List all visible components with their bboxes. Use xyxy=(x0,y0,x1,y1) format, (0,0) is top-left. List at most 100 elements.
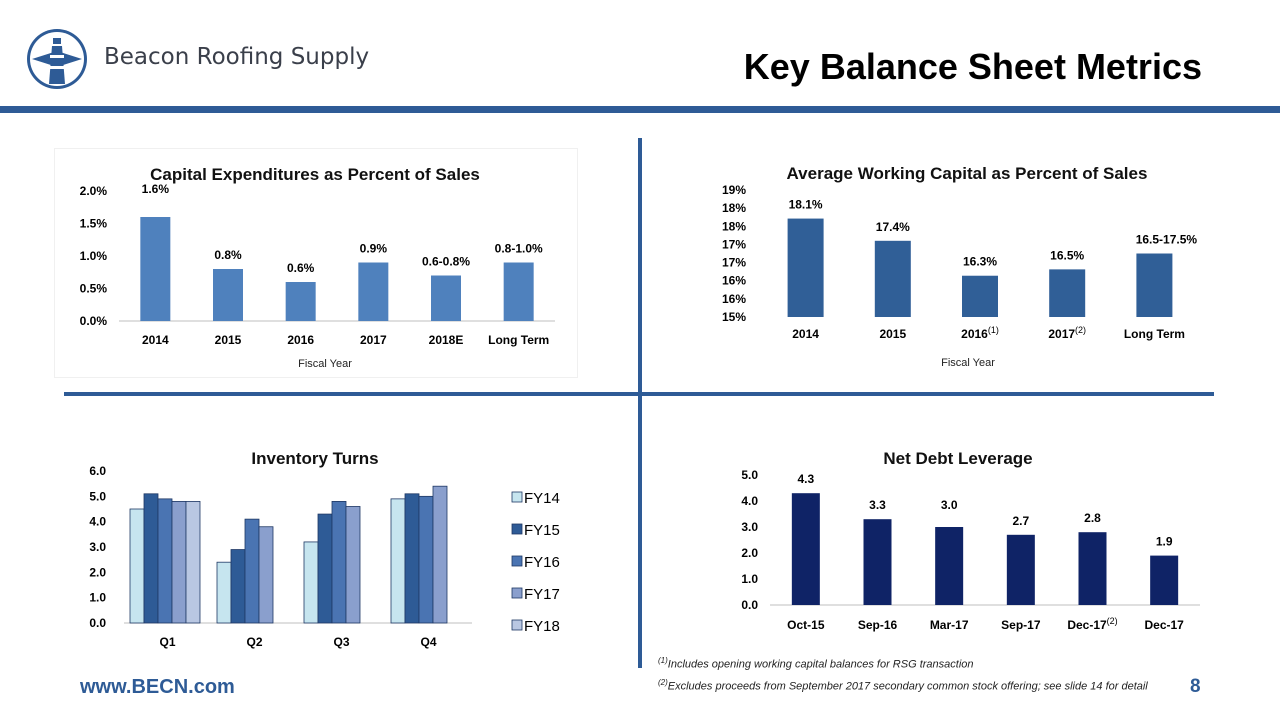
y-tick-label: 4.0 xyxy=(89,515,106,529)
bar xyxy=(1078,532,1107,605)
legend-label: FY17 xyxy=(524,586,560,603)
y-tick-label: 15% xyxy=(722,310,746,324)
y-tick-label: 2.0 xyxy=(741,546,758,560)
bar-fy16 xyxy=(418,495,434,624)
y-tick-label: 16% xyxy=(722,274,746,288)
y-tick-label: 3.0 xyxy=(741,520,758,534)
y-tick-label: 1.5% xyxy=(80,217,108,231)
legend-label: FY15 xyxy=(524,522,560,539)
bar-fy17 xyxy=(345,506,361,624)
capex-title: Capital Expenditures as Percent of Sales xyxy=(150,165,480,184)
y-tick-label: 6.0 xyxy=(89,464,106,478)
inventory-turns-title: Inventory Turns xyxy=(251,449,378,468)
x-tick-label: 2017 xyxy=(360,333,387,347)
y-tick-label: 0.5% xyxy=(80,282,108,296)
bar xyxy=(358,262,389,321)
bar xyxy=(863,519,892,605)
y-tick-label: 1.0 xyxy=(741,572,758,586)
working-capital-chart: Average Working Capital as Percent of Sa… xyxy=(670,148,1210,376)
data-label: 0.6% xyxy=(287,261,315,275)
y-tick-label: 2.0% xyxy=(80,184,108,198)
data-label: 1.6% xyxy=(142,182,170,196)
bar xyxy=(140,217,171,321)
data-label: 3.0 xyxy=(941,498,958,512)
horizontal-divider xyxy=(64,392,1214,396)
bar-fy17 xyxy=(258,526,274,624)
data-label: 17.4% xyxy=(876,220,910,234)
y-tick-label: 2.0 xyxy=(89,565,106,579)
y-tick-label: 16% xyxy=(722,292,746,306)
x-tick-label: Oct-15 xyxy=(787,618,825,632)
legend-swatch-fy15 xyxy=(511,523,523,535)
x-tick-label: Q4 xyxy=(420,635,436,649)
x-tick-label: Sep-16 xyxy=(858,618,898,632)
y-tick-label: 17% xyxy=(722,237,746,251)
footnote-2: (2)Excludes proceeds from September 2017… xyxy=(658,678,1148,693)
data-label: 1.9 xyxy=(1156,535,1173,549)
inventory-turns-chart: Inventory Turns 0.0 1.0 2.0 3.0 4.0 5.0 6.0 Q1 Q2… xyxy=(40,438,600,653)
bar xyxy=(1049,269,1086,317)
bar xyxy=(935,527,964,605)
y-tick-label: 4.0 xyxy=(741,494,758,508)
footnote-1-marker: (1) xyxy=(658,656,668,665)
page-title: Key Balance Sheet Metrics xyxy=(743,46,1202,87)
x-tick-label: 2014 xyxy=(142,333,169,347)
legend-label: FY14 xyxy=(524,490,560,507)
y-tick-label: 18% xyxy=(722,201,746,215)
bar-fy17 xyxy=(171,501,187,624)
y-tick-label: 5.0 xyxy=(89,489,106,503)
bar-fy14 xyxy=(390,498,406,624)
bar-fy15 xyxy=(404,493,420,624)
bar xyxy=(1150,555,1179,605)
bar xyxy=(213,269,243,321)
bar-fy14 xyxy=(303,541,319,624)
footnote-1-text: Includes opening working capital balance… xyxy=(667,658,974,671)
bar xyxy=(285,282,316,321)
bar-fy16 xyxy=(244,518,260,624)
page-number: 8 xyxy=(1190,676,1201,697)
bar xyxy=(791,493,820,605)
x-tick-label: Q3 xyxy=(333,635,349,649)
bar xyxy=(962,275,998,317)
x-tick-label: Q2 xyxy=(246,635,262,649)
working-capital-title: Average Working Capital as Percent of Sa… xyxy=(787,164,1148,183)
data-label: 16.3% xyxy=(963,255,997,269)
bar-fy15 xyxy=(143,493,159,624)
bar-fy16 xyxy=(331,501,347,624)
y-tick-label: 18% xyxy=(722,219,746,233)
x-tick-label: Sep-17 xyxy=(1001,618,1041,632)
y-tick-label: 1.0 xyxy=(89,591,106,605)
data-label: 3.3 xyxy=(869,498,886,512)
bar xyxy=(503,262,534,321)
net-debt-chart: Net Debt Leverage 0.0 1.0 2.0 3.0 4.0 5.0 4.3 Oc… xyxy=(670,438,1210,638)
y-tick-label: 17% xyxy=(722,256,746,270)
data-label: 2.8 xyxy=(1084,511,1101,525)
x-tick-label: Mar-17 xyxy=(930,618,969,632)
y-tick-label: 19% xyxy=(722,183,746,197)
legend-swatch-fy14 xyxy=(511,491,523,503)
y-tick-label: 0.0 xyxy=(741,598,758,612)
x-tick-label: 2017(2) xyxy=(1048,325,1086,341)
bar-fy17 xyxy=(432,485,448,624)
website-link[interactable]: www.BECN.com xyxy=(80,676,235,698)
data-label: 4.3 xyxy=(797,472,814,486)
vertical-divider xyxy=(638,138,642,668)
bar xyxy=(1136,253,1173,317)
legend-label: FY16 xyxy=(524,554,560,571)
x-tick-label: 2014 xyxy=(792,327,819,341)
footnote-2-text: Excludes proceeds from September 2017 se… xyxy=(667,680,1148,693)
data-label: 0.8-1.0% xyxy=(495,242,543,256)
x-tick-label: Q1 xyxy=(159,635,175,649)
legend-swatch-fy18 xyxy=(511,619,523,631)
lighthouse-logo-icon xyxy=(26,28,88,90)
bar-fy14 xyxy=(129,508,145,624)
y-tick-label: 5.0 xyxy=(741,468,758,482)
data-label: 16.5% xyxy=(1050,248,1084,262)
x-tick-label: Long Term xyxy=(1124,327,1185,341)
data-label: 0.9% xyxy=(360,242,388,256)
data-label: 18.1% xyxy=(789,198,823,212)
brand-name: Beacon Roofing Supply xyxy=(104,44,370,70)
legend-swatch-fy16 xyxy=(511,555,523,567)
bar-fy15 xyxy=(317,513,333,624)
x-tick-label: Dec-17(2) xyxy=(1067,616,1117,632)
